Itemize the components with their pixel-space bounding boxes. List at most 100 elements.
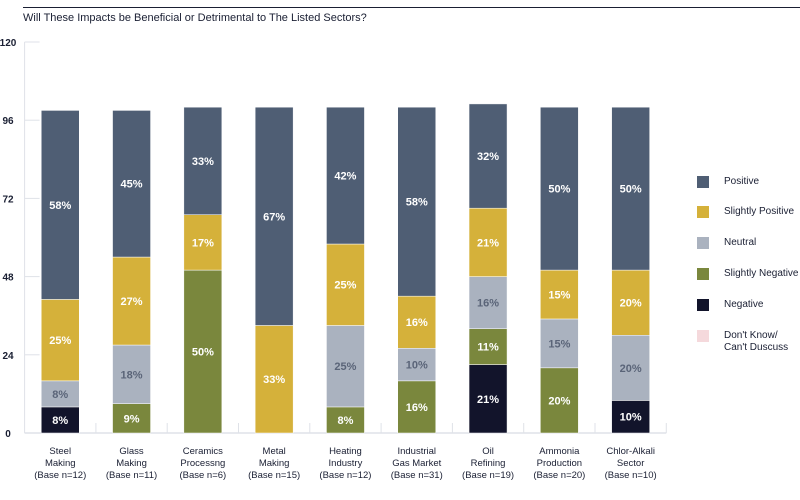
- data-label: 58%: [49, 200, 71, 212]
- bar-segment-positive: [254, 106, 294, 326]
- x-tick-label: Glass Making (Base n=11): [106, 446, 157, 481]
- x-tick-label: Ceramics Processng (Base n=6): [179, 446, 226, 481]
- legend-label: Slightly Positive: [724, 206, 795, 217]
- legend-label: Negative: [724, 299, 764, 310]
- y-tick-label: 72: [2, 194, 14, 205]
- bar-segment-positive: [326, 106, 365, 245]
- bar-segment-negative: [611, 400, 650, 434]
- data-label: 8%: [52, 415, 68, 427]
- legend-label: Neutral: [724, 237, 757, 248]
- data-label: 33%: [263, 374, 285, 386]
- legend-swatch: [697, 176, 709, 188]
- bar-segment-neutral: [540, 318, 579, 369]
- bar-segment-slightly-positive: [397, 295, 436, 349]
- legend-item: Don't Know/ Can't Duscuss: [697, 330, 788, 354]
- bar-segment-slightly-positive: [254, 325, 294, 434]
- legend-item: Slightly Negative: [697, 268, 798, 280]
- legend-item: Neutral: [697, 237, 756, 249]
- bar-segment-slightly-positive: [468, 207, 508, 277]
- y-tick-label: 120: [0, 38, 17, 49]
- data-label: 10%: [406, 360, 428, 372]
- bar-segment-positive: [41, 110, 80, 300]
- data-label: 50%: [192, 347, 214, 359]
- data-label: 20%: [548, 395, 570, 407]
- legend-swatch: [697, 237, 709, 249]
- legend-item: Negative: [697, 299, 763, 311]
- bar-segment-positive: [183, 106, 223, 215]
- x-tick-label: Industrial Gas Market (Base n=31): [391, 446, 443, 481]
- data-label: 45%: [121, 179, 143, 191]
- bar-segment-slightly-positive: [112, 256, 151, 346]
- data-label: 9%: [124, 413, 140, 425]
- x-tick-label: Steel Making (Base n=12): [34, 446, 86, 481]
- data-label: 11%: [477, 342, 499, 354]
- y-tick-label: 96: [2, 116, 14, 127]
- legend-label: Positive: [724, 176, 760, 187]
- data-label: 58%: [406, 197, 428, 209]
- bar-segment-positive: [468, 103, 508, 209]
- bar-segment-negative: [468, 364, 508, 434]
- data-label: 50%: [620, 184, 642, 196]
- y-tick-label: 0: [5, 429, 11, 440]
- bar-segment-positive: [540, 106, 579, 271]
- legend-label: Slightly Negative: [724, 268, 799, 279]
- data-label: 8%: [52, 389, 68, 401]
- data-label: 17%: [192, 237, 214, 249]
- data-label: 10%: [620, 412, 642, 424]
- bar-segment-slightly-negative: [326, 406, 365, 434]
- data-label: 15%: [548, 338, 570, 350]
- bar-segment-slightly-negative: [183, 269, 223, 434]
- bar-segment-slightly-negative: [112, 403, 151, 434]
- legend-item: Slightly Positive: [697, 206, 794, 218]
- data-label: 50%: [548, 184, 570, 196]
- legend-label: Don't Know/ Can't Duscuss: [724, 330, 789, 353]
- y-tick-label: 48: [2, 273, 14, 284]
- legend-swatch: [697, 206, 709, 218]
- data-label: 25%: [334, 280, 356, 292]
- data-label: 8%: [337, 415, 353, 427]
- bar-segment-neutral: [611, 335, 650, 401]
- bar-segment-positive: [611, 106, 650, 271]
- x-tick-label: Oil Refining (Base n=19): [462, 446, 514, 481]
- bar-segment-positive: [397, 106, 436, 297]
- bar-segment-neutral: [468, 276, 508, 329]
- data-label: 16%: [406, 402, 428, 414]
- data-label: 20%: [620, 298, 642, 310]
- data-label: 25%: [334, 361, 356, 373]
- data-label: 67%: [263, 211, 285, 223]
- data-label: 27%: [121, 296, 143, 308]
- bar-segment-negative: [41, 406, 80, 434]
- y-tick-label: 24: [2, 351, 14, 362]
- x-tick-label: Heating Industry (Base n=12): [319, 446, 371, 481]
- x-tick-label: Metal Making (Base n=15): [248, 446, 300, 481]
- data-label: 20%: [620, 363, 642, 375]
- bar-segment-slightly-positive: [326, 243, 365, 326]
- bar-segment-slightly-positive: [41, 299, 80, 382]
- legend-swatch: [697, 299, 709, 311]
- x-tick-label: Chlor-Alkali Sector (Base n=10): [605, 446, 657, 481]
- bar-segment-neutral: [41, 380, 80, 408]
- bar-segment-neutral: [397, 348, 436, 382]
- data-label: 25%: [49, 335, 71, 347]
- chart-title: Will These Impacts be Beneficial or Detr…: [23, 12, 367, 24]
- data-label: 15%: [548, 290, 570, 302]
- data-label: 18%: [121, 369, 143, 381]
- legend-item: Positive: [697, 176, 759, 188]
- bar-segment-slightly-positive: [540, 269, 579, 320]
- data-label: 21%: [477, 394, 499, 406]
- legend-swatch: [697, 330, 709, 342]
- bar-segment-neutral: [112, 344, 151, 404]
- bar-segment-neutral: [326, 325, 365, 408]
- x-tick-label: Ammonia Production (Base n=20): [533, 446, 585, 481]
- top-rule: [23, 7, 800, 8]
- data-label: 16%: [406, 317, 428, 329]
- bar-segment-slightly-positive: [183, 214, 223, 271]
- bar-segment-slightly-negative: [540, 367, 579, 434]
- data-label: 33%: [192, 156, 214, 168]
- data-label: 21%: [477, 237, 499, 249]
- bar-segment-slightly-negative: [468, 328, 508, 365]
- bar-segment-positive: [112, 110, 151, 258]
- legend-swatch: [697, 268, 709, 280]
